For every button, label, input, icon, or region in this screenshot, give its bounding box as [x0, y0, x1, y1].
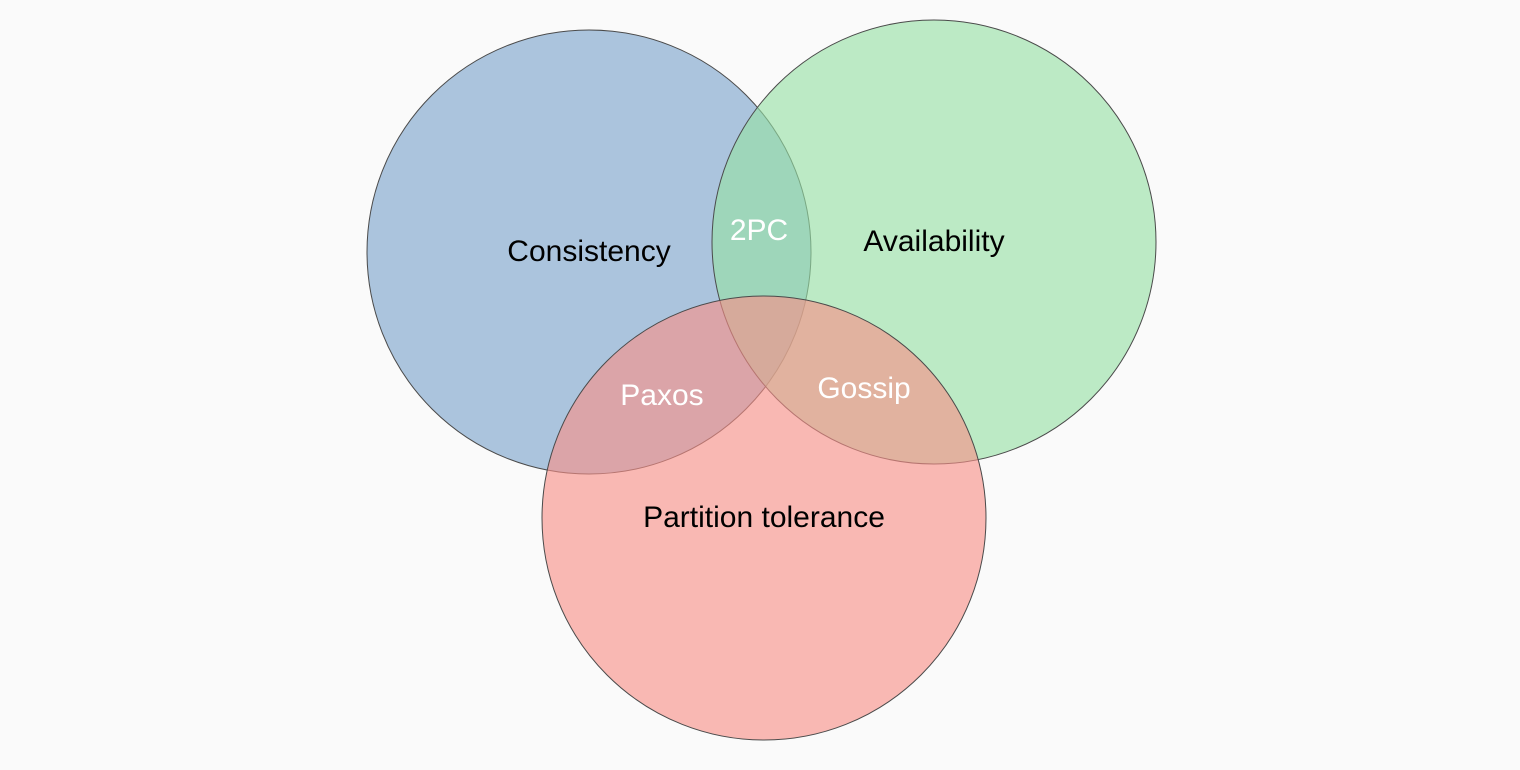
overlap-2pc-label: 2PC [730, 214, 788, 247]
partition-tolerance-circle [541, 295, 987, 741]
consistency-label: Consistency [507, 235, 670, 268]
overlap-gossip-label: Gossip [817, 372, 910, 405]
availability-label: Availability [863, 225, 1004, 258]
overlap-paxos-label: Paxos [620, 379, 703, 412]
partition-tolerance-label: Partition tolerance [643, 501, 885, 534]
